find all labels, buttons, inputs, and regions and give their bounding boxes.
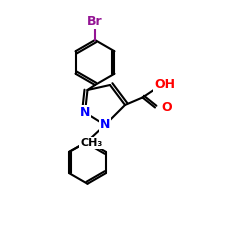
Text: Br: Br bbox=[87, 15, 103, 28]
Text: O: O bbox=[161, 101, 172, 114]
Text: OH: OH bbox=[154, 78, 176, 92]
Text: N: N bbox=[80, 106, 90, 119]
Text: N: N bbox=[100, 118, 110, 132]
Text: CH₃: CH₃ bbox=[80, 138, 103, 148]
